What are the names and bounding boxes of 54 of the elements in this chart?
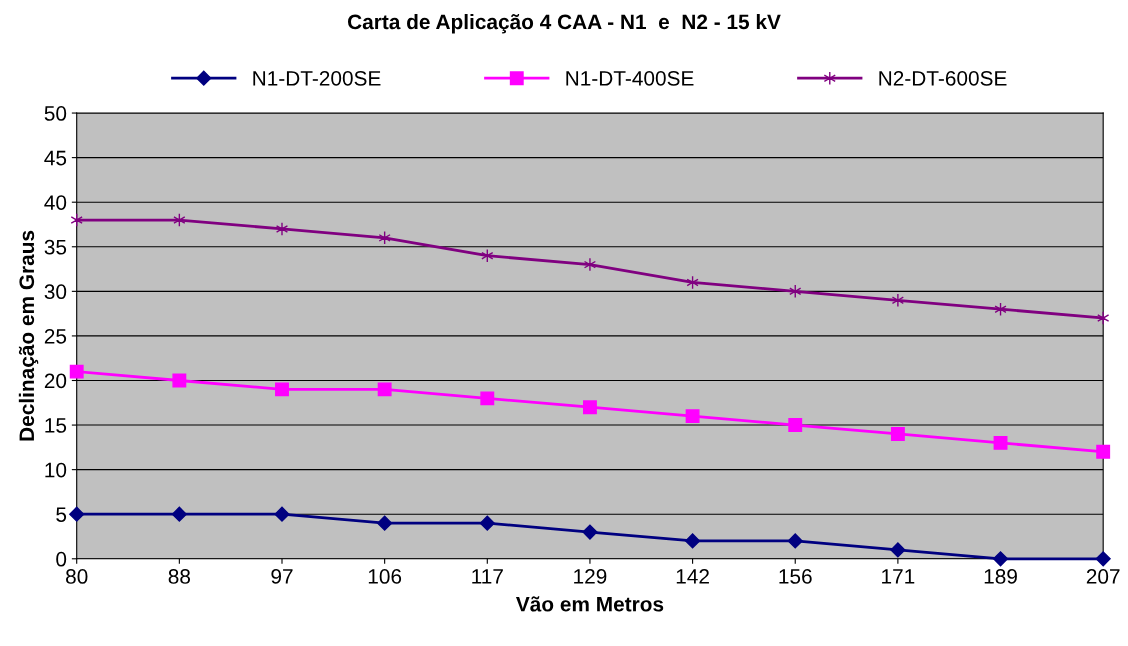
point	[69, 506, 85, 522]
x-tick-label: 88	[168, 569, 191, 584]
point	[685, 533, 701, 549]
y-tick-label: 30	[44, 284, 67, 300]
x-axis-title: Vão em Metros	[515, 596, 664, 612]
x-tick-label: 189	[984, 569, 1017, 584]
x-tick-label: 106	[368, 569, 402, 584]
y-tick-label: 25	[44, 328, 67, 344]
point	[171, 506, 187, 522]
point	[1097, 311, 1110, 326]
y-tick-label: 50	[44, 106, 67, 121]
x-tick-label: 142	[676, 569, 709, 584]
legend-label: N1-DT-200SE	[253, 70, 381, 86]
point	[275, 382, 289, 397]
x-tick-label: 156	[779, 569, 812, 584]
y-tick-label: 5	[56, 507, 67, 522]
point	[582, 524, 598, 540]
point	[993, 435, 1008, 450]
point	[479, 515, 495, 531]
point	[274, 506, 290, 522]
legend-label: N2-DT-600SE	[879, 70, 1007, 86]
x-tick-label: 207	[1086, 569, 1120, 584]
chart-title: Carta de Aplicação 4 CAA - N1 e N2 - 15 kV	[347, 13, 781, 34]
point	[69, 364, 84, 379]
point	[480, 391, 495, 406]
point	[992, 551, 1009, 567]
point	[582, 400, 597, 415]
y-tick-label: 10	[45, 462, 67, 478]
point	[172, 373, 187, 388]
x-tick-label: 129	[574, 569, 607, 584]
y-tick-label: 35	[44, 239, 67, 255]
y-tick-label: 15	[45, 418, 67, 433]
y-tick-label: 40	[44, 195, 67, 210]
point	[787, 533, 803, 549]
y-tick-label: 45	[44, 150, 67, 166]
y-axis-title: Declinação em Graus	[18, 230, 39, 441]
point	[890, 542, 906, 558]
point	[1095, 551, 1111, 567]
point	[1096, 444, 1111, 459]
point	[891, 293, 904, 308]
y-tick-label: 20	[44, 373, 67, 389]
point	[685, 409, 700, 424]
point	[275, 221, 289, 236]
x-tick-label: 117	[472, 569, 503, 584]
legend-label: N1-DT-400SE	[566, 70, 694, 86]
x-tick-label: 80	[66, 569, 88, 584]
point	[583, 257, 597, 272]
point	[788, 418, 803, 433]
point	[890, 427, 905, 441]
x-tick-label: 171	[882, 569, 915, 584]
y-tick-label: 0	[56, 551, 67, 567]
point	[377, 382, 392, 397]
point	[377, 515, 393, 531]
x-tick-label: 97	[271, 569, 293, 584]
